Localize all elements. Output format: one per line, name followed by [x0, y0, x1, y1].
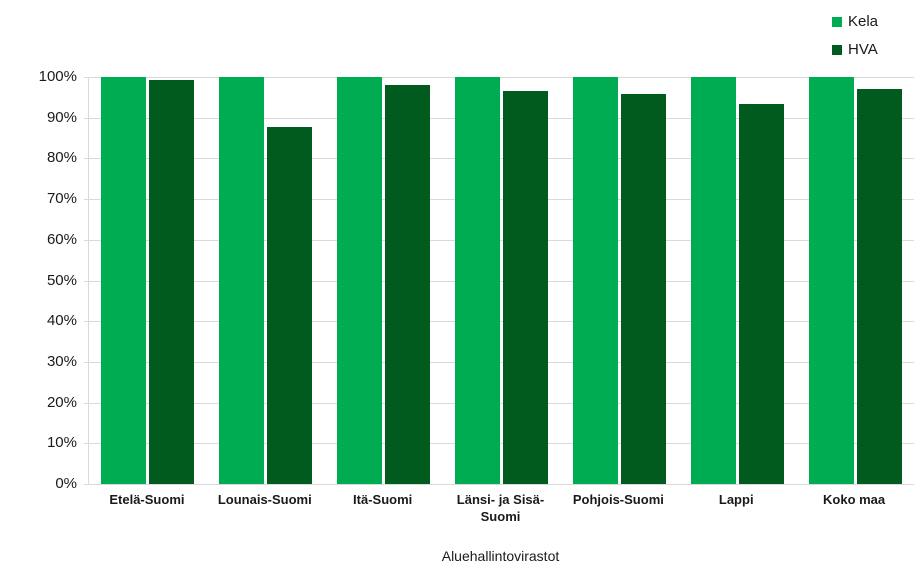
- legend-swatch-icon: [832, 16, 842, 27]
- legend-item-hva: HVA: [832, 41, 878, 58]
- bar-group: [325, 77, 443, 484]
- x-axis-category-label: Pohjois-Suomi: [572, 492, 664, 507]
- bar-group: [443, 77, 561, 484]
- bar-kela: [219, 77, 265, 484]
- gridline: [89, 280, 914, 282]
- bar-hva: [856, 89, 902, 484]
- bar-kela: [455, 77, 500, 484]
- x-axis-category-label: Lounais-Suomi: [217, 492, 312, 507]
- y-tick-label: 20%: [46, 393, 77, 411]
- legend-label: Kela: [848, 13, 879, 30]
- x-axis-labels: Etelä-Suomi Lounais-Suomi Itä-Suomi Länsi- …: [88, 492, 913, 526]
- bar-group: [207, 77, 325, 484]
- y-tick-mark: [84, 321, 88, 323]
- x-axis-category-label: Länsi- ja Sisä-Suomi: [456, 492, 545, 524]
- y-tick-mark: [84, 484, 88, 485]
- y-tick-mark: [84, 402, 88, 404]
- bar-hva: [385, 85, 431, 484]
- y-tick-mark: [84, 280, 88, 282]
- gridline: [89, 361, 914, 363]
- bar-group: [560, 77, 678, 484]
- gridline: [89, 239, 914, 241]
- bar-groups: [89, 77, 914, 484]
- x-axis-category-label: Koko maa: [823, 492, 886, 507]
- bar-kela: [808, 77, 854, 484]
- y-tick-label: 40%: [46, 312, 77, 330]
- bar-hva: [503, 91, 548, 484]
- legend-label: HVA: [848, 41, 878, 58]
- y-axis: 0% 10% 20% 30% 40% 50% 60% 70% 80% 90% 100%: [0, 68, 88, 492]
- y-tick-mark: [84, 199, 88, 201]
- y-tick-label: 60%: [46, 230, 77, 248]
- y-tick-label: 90%: [46, 108, 77, 126]
- gridline: [89, 402, 914, 404]
- y-tick-mark: [84, 361, 88, 363]
- plot-area: [88, 77, 914, 485]
- y-tick-label: 100%: [38, 68, 77, 85]
- gridline: [89, 117, 914, 119]
- y-tick-mark: [84, 117, 88, 119]
- x-axis-category-label: Itä-Suomi: [353, 492, 413, 507]
- x-axis-category-label: Etelä-Suomi: [109, 492, 185, 507]
- bar-group: [796, 77, 914, 484]
- gridline: [89, 199, 914, 201]
- bar-kela: [690, 77, 736, 484]
- y-tick-label: 70%: [46, 190, 77, 208]
- y-tick-label: 30%: [46, 352, 77, 370]
- bar-kela: [337, 77, 383, 484]
- gridlines: [89, 77, 914, 484]
- bar-hva: [738, 103, 784, 484]
- bar-group: [678, 77, 796, 484]
- bar-kela: [572, 77, 618, 484]
- y-tick-label: 80%: [46, 149, 77, 167]
- gridline: [89, 321, 914, 323]
- y-tick-label: 50%: [46, 271, 77, 289]
- y-tick-mark: [84, 77, 88, 78]
- legend: Kela HVA: [832, 13, 878, 58]
- gridline: [89, 443, 914, 445]
- y-tick-label: 0%: [55, 475, 77, 492]
- x-axis-title: Aluehallintovirastot: [441, 548, 560, 564]
- bar-group: [89, 77, 207, 484]
- x-axis-category-label: Lappi: [718, 492, 754, 507]
- bar-hva: [620, 94, 666, 484]
- bar-hva: [149, 79, 195, 484]
- gridline: [89, 77, 914, 78]
- y-tick-label: 10%: [46, 434, 77, 452]
- y-tick-mark: [84, 443, 88, 445]
- legend-swatch-icon: [832, 44, 842, 55]
- legend-item-kela: Kela: [832, 13, 878, 30]
- y-tick-mark: [84, 158, 88, 160]
- bar-kela: [101, 77, 147, 484]
- y-tick-mark: [84, 239, 88, 241]
- gridline: [89, 158, 914, 160]
- bar-hva: [267, 126, 313, 484]
